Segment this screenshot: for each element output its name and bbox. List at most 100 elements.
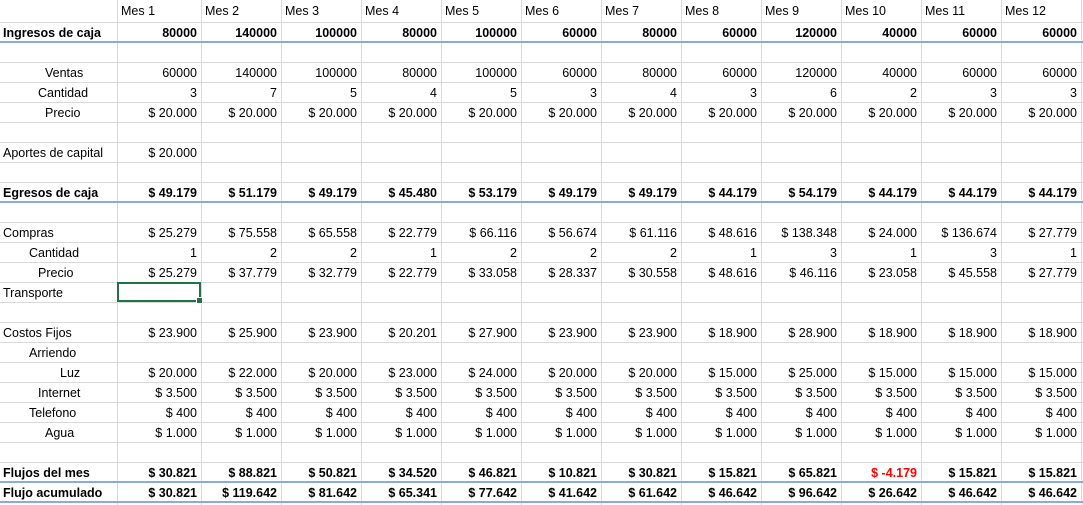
value-cell[interactable]: $ 25.000 <box>788 366 837 380</box>
value-cell[interactable]: $ 22.000 <box>228 366 277 380</box>
value-cell[interactable]: $ 28.900 <box>788 326 837 340</box>
value-cell[interactable]: $ 400 <box>725 406 757 420</box>
value-cell[interactable]: 60000 <box>1042 66 1077 80</box>
value-cell[interactable]: $ 20.000 <box>788 106 837 120</box>
value-cell[interactable]: $ 20.000 <box>148 106 197 120</box>
value-cell[interactable]: $ 88.821 <box>228 466 277 480</box>
value-cell[interactable]: $ 65.341 <box>388 486 437 500</box>
value-cell[interactable]: $ 24.000 <box>468 366 517 380</box>
value-cell[interactable]: $ 48.616 <box>708 226 757 240</box>
value-cell[interactable]: $ 15.000 <box>948 366 997 380</box>
value-cell[interactable]: 60000 <box>722 26 757 40</box>
row-label[interactable]: Precio <box>45 106 81 120</box>
value-cell[interactable]: $ 77.642 <box>468 486 517 500</box>
value-cell[interactable]: $ 15.821 <box>708 466 757 480</box>
value-cell[interactable]: $ 15.000 <box>708 366 757 380</box>
value-cell[interactable]: $ 23.058 <box>868 266 917 280</box>
row-label[interactable]: Precio <box>38 266 74 280</box>
value-cell[interactable]: $ 20.000 <box>148 366 197 380</box>
value-cell[interactable]: $ 49.179 <box>308 186 357 200</box>
value-cell[interactable]: $ 20.000 <box>228 106 277 120</box>
value-cell[interactable]: $ 53.179 <box>468 186 517 200</box>
value-cell[interactable]: $ 15.821 <box>1028 466 1077 480</box>
value-cell[interactable]: 4 <box>670 86 677 100</box>
value-cell[interactable]: $ 3.500 <box>875 386 917 400</box>
row-label[interactable]: Aportes de capital <box>3 146 104 160</box>
value-cell[interactable]: 60000 <box>562 66 597 80</box>
value-cell[interactable]: $ 1.000 <box>795 426 837 440</box>
value-cell[interactable]: $ 23.000 <box>388 366 437 380</box>
value-cell[interactable]: $ 136.674 <box>941 226 997 240</box>
value-cell[interactable]: $ 1.000 <box>395 426 437 440</box>
value-cell[interactable]: 80000 <box>642 66 677 80</box>
value-cell[interactable]: 120000 <box>795 26 837 40</box>
value-cell[interactable]: $ 65.821 <box>788 466 837 480</box>
value-cell[interactable]: $ 23.900 <box>148 326 197 340</box>
row-label[interactable]: Agua <box>45 426 75 440</box>
value-cell[interactable]: $ 75.558 <box>228 226 277 240</box>
value-cell[interactable]: $ 400 <box>485 406 517 420</box>
value-cell[interactable]: $ 24.000 <box>868 226 917 240</box>
value-cell[interactable]: 5 <box>350 86 357 100</box>
value-cell[interactable]: $ 1.000 <box>875 426 917 440</box>
value-cell[interactable]: $ 1.000 <box>235 426 277 440</box>
value-cell[interactable]: 1 <box>750 246 757 260</box>
value-cell[interactable]: $ 3.500 <box>475 386 517 400</box>
value-cell[interactable]: $ 119.642 <box>222 486 277 500</box>
value-cell[interactable]: $ 20.000 <box>468 106 517 120</box>
month-header[interactable]: Mes 7 <box>605 4 640 18</box>
value-cell[interactable]: $ 66.116 <box>469 226 517 240</box>
value-cell[interactable]: $ 81.642 <box>308 486 357 500</box>
value-cell[interactable]: $ 400 <box>165 406 197 420</box>
month-header[interactable]: Mes 9 <box>765 4 800 18</box>
value-cell[interactable]: $ 25.279 <box>148 266 197 280</box>
value-cell[interactable]: $ 20.000 <box>868 106 917 120</box>
value-cell[interactable]: $ 26.642 <box>868 486 917 500</box>
value-cell[interactable]: $ 49.179 <box>548 186 597 200</box>
month-header[interactable]: Mes 8 <box>685 4 720 18</box>
value-cell[interactable]: $ 30.821 <box>148 486 197 500</box>
value-cell[interactable]: $ 65.558 <box>308 226 357 240</box>
value-cell[interactable]: $ 23.900 <box>308 326 357 340</box>
value-cell[interactable]: $ 20.000 <box>388 106 437 120</box>
value-cell[interactable]: 3 <box>590 86 597 100</box>
value-cell[interactable]: $ 1.000 <box>555 426 597 440</box>
row-label[interactable]: Internet <box>38 386 81 400</box>
value-cell[interactable]: $ 49.179 <box>148 186 197 200</box>
month-header[interactable]: Mes 12 <box>1005 4 1046 18</box>
value-cell[interactable]: $ 37.779 <box>228 266 277 280</box>
value-cell[interactable]: $ 400 <box>405 406 437 420</box>
value-cell[interactable]: $ 25.900 <box>228 326 277 340</box>
value-cell[interactable]: $ 50.821 <box>308 466 357 480</box>
row-label[interactable]: Flujo acumulado <box>3 486 103 500</box>
value-cell[interactable]: $ 44.179 <box>1028 186 1077 200</box>
value-cell[interactable]: $ 25.279 <box>148 226 197 240</box>
value-cell[interactable]: 100000 <box>315 26 357 40</box>
value-cell[interactable]: 2 <box>910 86 917 100</box>
value-cell[interactable]: 7 <box>270 86 277 100</box>
value-cell[interactable]: $ 1.000 <box>475 426 517 440</box>
value-cell[interactable]: $ 20.000 <box>148 146 197 160</box>
value-cell[interactable]: $ 44.179 <box>708 186 757 200</box>
value-cell[interactable]: $ 46.642 <box>948 486 997 500</box>
value-cell[interactable]: $ 3.500 <box>635 386 677 400</box>
value-cell[interactable]: $ 3.500 <box>395 386 437 400</box>
value-cell[interactable]: 140000 <box>235 26 277 40</box>
value-cell[interactable]: $ 3.500 <box>955 386 997 400</box>
value-cell[interactable]: $ 1.000 <box>635 426 677 440</box>
value-cell[interactable]: 60000 <box>962 26 997 40</box>
value-cell[interactable]: $ 48.616 <box>708 266 757 280</box>
value-cell[interactable]: $ 54.179 <box>788 186 837 200</box>
value-cell[interactable]: $ 400 <box>1045 406 1077 420</box>
value-cell[interactable]: $ 15.000 <box>868 366 917 380</box>
value-cell[interactable]: $ 3.500 <box>555 386 597 400</box>
value-cell[interactable]: $ 45.480 <box>388 186 437 200</box>
month-header[interactable]: Mes 2 <box>205 4 240 18</box>
value-cell[interactable]: $ 20.201 <box>388 326 437 340</box>
value-cell[interactable]: 1 <box>430 246 437 260</box>
value-cell[interactable]: $ 28.337 <box>548 266 597 280</box>
value-cell[interactable]: $ 20.000 <box>708 106 757 120</box>
value-cell[interactable]: $ 400 <box>325 406 357 420</box>
value-cell[interactable]: $ 96.642 <box>788 486 837 500</box>
